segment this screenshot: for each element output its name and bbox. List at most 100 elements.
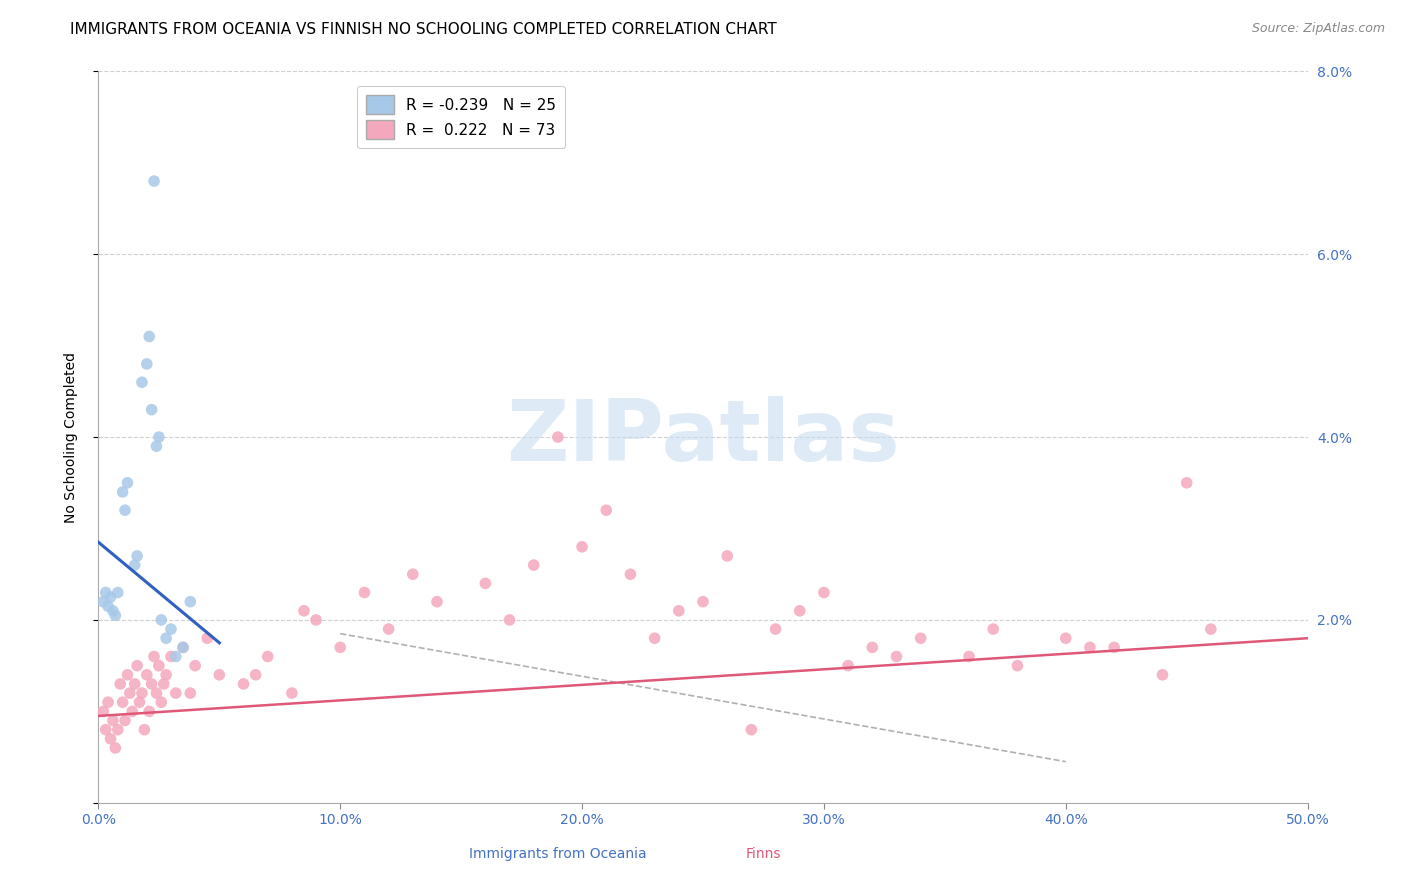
Point: [131, 376, 153, 390]
Point: [619, 567, 641, 582]
Point: [1007, 658, 1029, 673]
Point: [94, 723, 117, 737]
Point: [138, 705, 160, 719]
Point: [141, 677, 163, 691]
Point: [150, 613, 173, 627]
Point: [179, 594, 201, 608]
Point: [160, 649, 183, 664]
Point: [245, 667, 267, 681]
Point: [910, 632, 932, 646]
Y-axis label: No Schooling Completed: No Schooling Completed: [63, 351, 77, 523]
Point: [111, 695, 134, 709]
Point: [91, 594, 114, 608]
Point: [143, 174, 166, 188]
Point: [97, 695, 120, 709]
Point: [104, 608, 127, 623]
Point: [789, 604, 811, 618]
Point: [426, 594, 449, 608]
Point: [148, 430, 170, 444]
Point: [256, 649, 278, 664]
Point: [114, 714, 136, 728]
Point: [121, 705, 143, 719]
Point: [145, 686, 167, 700]
Point: [101, 714, 124, 728]
Point: [837, 658, 859, 673]
Point: [94, 585, 117, 599]
Point: [138, 329, 160, 343]
Point: [329, 640, 352, 655]
Point: [131, 686, 153, 700]
Point: [107, 585, 129, 599]
Point: [107, 723, 129, 737]
Point: [127, 658, 149, 673]
Point: [860, 640, 883, 655]
Point: [1199, 622, 1222, 636]
Point: [547, 430, 569, 444]
Point: [692, 594, 714, 608]
Point: [195, 632, 218, 646]
Point: [765, 622, 787, 636]
Point: [886, 649, 908, 664]
Point: [124, 558, 146, 573]
Point: [117, 667, 139, 681]
Point: [179, 686, 201, 700]
Point: [402, 567, 425, 582]
Text: IMMIGRANTS FROM OCEANIA VS FINNISH NO SCHOOLING COMPLETED CORRELATION CHART: IMMIGRANTS FROM OCEANIA VS FINNISH NO SC…: [70, 22, 778, 37]
Point: [668, 604, 690, 618]
Point: [474, 576, 496, 591]
Point: [184, 658, 207, 673]
Point: [152, 677, 174, 691]
Point: [1175, 475, 1198, 490]
Point: [644, 632, 666, 646]
Text: Immigrants from Oceania: Immigrants from Oceania: [470, 847, 647, 861]
Point: [281, 686, 304, 700]
Point: [165, 686, 187, 700]
Point: [100, 731, 122, 746]
Point: [165, 649, 187, 664]
Point: [141, 402, 163, 417]
Point: [957, 649, 980, 664]
Point: [1102, 640, 1125, 655]
Point: [135, 357, 157, 371]
Point: [135, 667, 157, 681]
Point: [155, 632, 177, 646]
Point: [150, 695, 173, 709]
Point: [104, 740, 127, 755]
Point: [145, 439, 167, 453]
Point: [111, 485, 134, 500]
Point: [172, 640, 194, 655]
Point: [232, 677, 254, 691]
Point: [1054, 632, 1077, 646]
Point: [377, 622, 399, 636]
Point: [124, 677, 146, 691]
Point: [155, 667, 177, 681]
Point: [118, 686, 141, 700]
Point: [595, 503, 617, 517]
Point: [97, 599, 120, 614]
Point: [353, 585, 375, 599]
Point: [108, 677, 131, 691]
Point: [305, 613, 328, 627]
Point: [117, 475, 139, 490]
Point: [813, 585, 835, 599]
Point: [208, 667, 231, 681]
Text: Source: ZipAtlas.com: Source: ZipAtlas.com: [1251, 22, 1385, 36]
Point: [571, 540, 593, 554]
Point: [100, 590, 122, 604]
Text: ZIPatlas: ZIPatlas: [506, 395, 900, 479]
Legend: R = -0.239   N = 25, R =  0.222   N = 73: R = -0.239 N = 25, R = 0.222 N = 73: [357, 87, 565, 148]
Point: [740, 723, 762, 737]
Point: [160, 622, 183, 636]
Point: [1152, 667, 1174, 681]
Point: [292, 604, 315, 618]
Point: [523, 558, 546, 573]
Point: [91, 705, 114, 719]
Point: [127, 549, 149, 563]
Point: [134, 723, 156, 737]
Point: [981, 622, 1004, 636]
Point: [148, 658, 170, 673]
Point: [172, 640, 194, 655]
Point: [1078, 640, 1101, 655]
Text: Finns: Finns: [745, 847, 782, 861]
Point: [498, 613, 520, 627]
